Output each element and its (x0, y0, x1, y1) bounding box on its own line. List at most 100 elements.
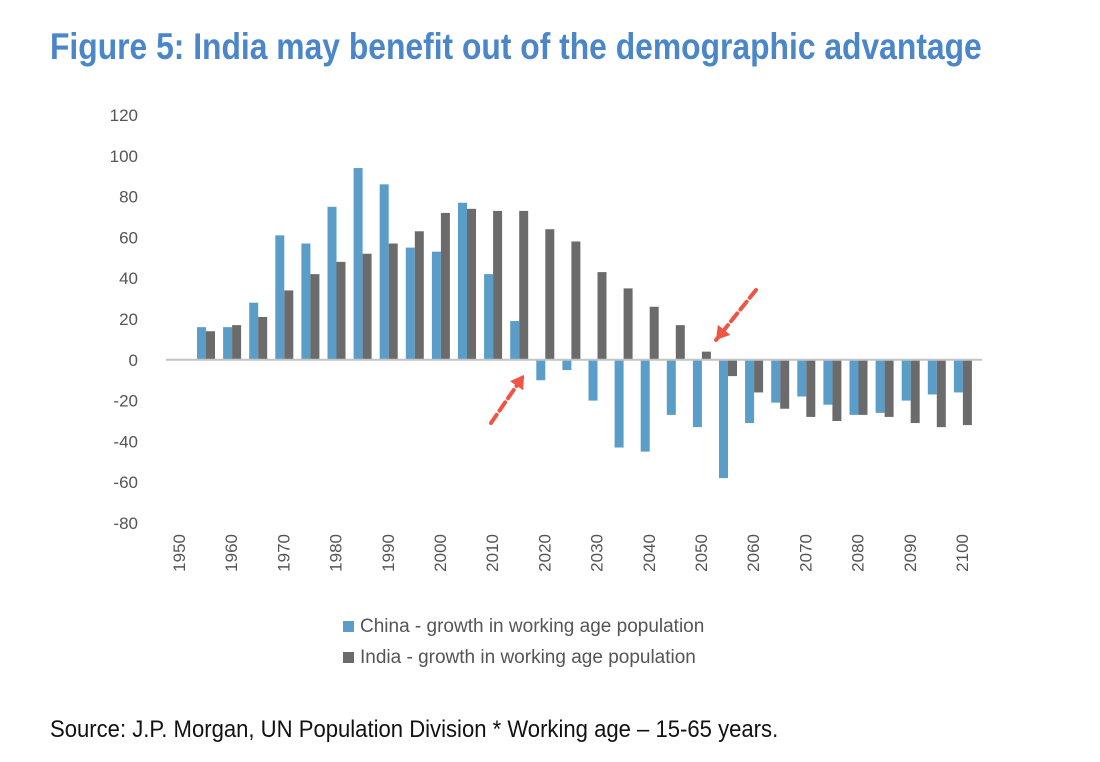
arrow-china-2020 (489, 373, 526, 425)
china-bar-2095 (927, 359, 937, 395)
india-bar-2095 (936, 359, 946, 428)
bar-group (197, 168, 972, 479)
y-tick-label: -60 (113, 473, 138, 492)
china-bar-2060 (745, 359, 755, 424)
x-tick-label: 2090 (901, 534, 920, 572)
legend-label: India - growth in working age population (360, 647, 696, 668)
china-bar-2090 (901, 359, 911, 401)
china-bar-2085 (875, 359, 885, 413)
india-bar-1960 (232, 325, 242, 360)
x-tick-label: 1990 (379, 534, 398, 572)
india-bar-1970 (284, 290, 294, 360)
china-bar-2025 (562, 359, 572, 370)
x-axis: 1950 1960 1970 1980 1990 2000 2010 2020 2030 2040… (170, 534, 972, 572)
india-bar-1980 (336, 261, 346, 360)
india-bar-1990 (388, 243, 398, 360)
x-tick-label: 2020 (535, 534, 554, 572)
china-bar-1980 (327, 206, 337, 360)
y-tick-label: -40 (113, 432, 138, 451)
china-bar-1975 (301, 243, 311, 360)
source-note: Source: J.P. Morgan, UN Population Divis… (50, 716, 779, 743)
y-tick-label: -20 (113, 392, 138, 411)
china-bar-2070 (797, 359, 807, 397)
india-bar-2015 (519, 210, 529, 360)
x-tick-label: 2030 (588, 534, 607, 572)
india-bar-2050 (701, 351, 711, 360)
india-bar-1995 (414, 231, 424, 360)
x-tick-label: 2080 (849, 534, 868, 572)
india-bar-1955 (206, 331, 215, 360)
china-bar-1970 (275, 235, 285, 360)
india-bar-2055 (728, 359, 737, 377)
legend-swatch (343, 652, 354, 663)
china-bar-2065 (771, 359, 781, 403)
india-bar-2045 (675, 325, 685, 360)
y-axis: 120 100 80 60 40 20 0 -20 -40 -60 -80 (110, 106, 138, 533)
india-bar-2025 (571, 241, 581, 360)
china-bar-1985 (353, 168, 363, 360)
india-bar-1975 (310, 274, 320, 360)
china-bar-2050 (692, 359, 702, 428)
india-bar-2040 (649, 306, 659, 360)
legend: China - growth in working age population… (343, 616, 704, 668)
china-bar-1995 (405, 247, 415, 360)
india-bar-2000 (440, 212, 450, 360)
china-bar-2030 (588, 359, 598, 401)
x-tick-label: 2010 (483, 534, 502, 572)
x-tick-label: 1980 (327, 534, 346, 572)
india-bar-2010 (493, 210, 503, 360)
x-tick-label: 2000 (431, 534, 450, 572)
india-bar-1985 (362, 253, 372, 360)
china-bar-2100 (953, 359, 963, 393)
x-tick-label: 2040 (640, 534, 659, 572)
china-bar-1955 (197, 327, 206, 360)
india-bar-2085 (884, 359, 894, 417)
china-bar-1990 (379, 184, 389, 360)
india-bar-2070 (806, 359, 816, 417)
x-tick-label: 1960 (222, 534, 241, 572)
china-bar-2015 (510, 321, 520, 360)
china-bar-2080 (849, 359, 859, 415)
y-tick-label: 0 (129, 351, 138, 370)
india-bar-2030 (597, 272, 607, 360)
india-bar-2100 (962, 359, 972, 426)
china-bar-2055 (719, 359, 728, 479)
x-tick-label: 2100 (953, 534, 972, 572)
arrow-india-2050 (714, 288, 758, 342)
x-tick-label: 1950 (170, 534, 189, 572)
china-bar-2020 (536, 359, 546, 381)
x-tick-label: 1970 (274, 534, 293, 572)
china-bar-2045 (666, 359, 676, 415)
china-bar-2040 (640, 359, 650, 452)
china-bar-2005 (458, 202, 467, 360)
china-bar-2035 (614, 359, 624, 448)
y-tick-label: 120 (110, 106, 138, 125)
y-tick-label: 80 (119, 188, 138, 207)
annotation-arrows (489, 288, 758, 425)
india-bar-2020 (545, 229, 555, 360)
india-bar-2080 (858, 359, 868, 415)
india-bar-2065 (780, 359, 790, 409)
china-bar-2000 (431, 251, 441, 360)
india-bar-2090 (910, 359, 920, 424)
india-bar-1965 (258, 316, 268, 360)
india-bar-2075 (832, 359, 842, 421)
china-bar-2075 (823, 359, 833, 405)
india-bar-2060 (754, 359, 764, 393)
y-tick-label: -80 (113, 514, 138, 533)
x-tick-label: 2070 (796, 534, 815, 572)
chart-title: Figure 5: India may benefit out of the d… (50, 26, 982, 67)
y-tick-label: 100 (110, 147, 138, 166)
legend-label: China - growth in working age population (360, 616, 704, 637)
china-bar-1960 (223, 327, 233, 360)
china-bar-2010 (484, 274, 494, 360)
india-bar-2005 (467, 208, 476, 360)
india-bar-2035 (623, 288, 633, 360)
x-tick-label: 2060 (744, 534, 763, 572)
china-bar-1965 (249, 302, 259, 360)
x-tick-label: 2050 (692, 534, 711, 572)
y-tick-label: 40 (119, 269, 138, 288)
y-tick-label: 60 (119, 228, 138, 247)
legend-swatch (343, 621, 354, 632)
